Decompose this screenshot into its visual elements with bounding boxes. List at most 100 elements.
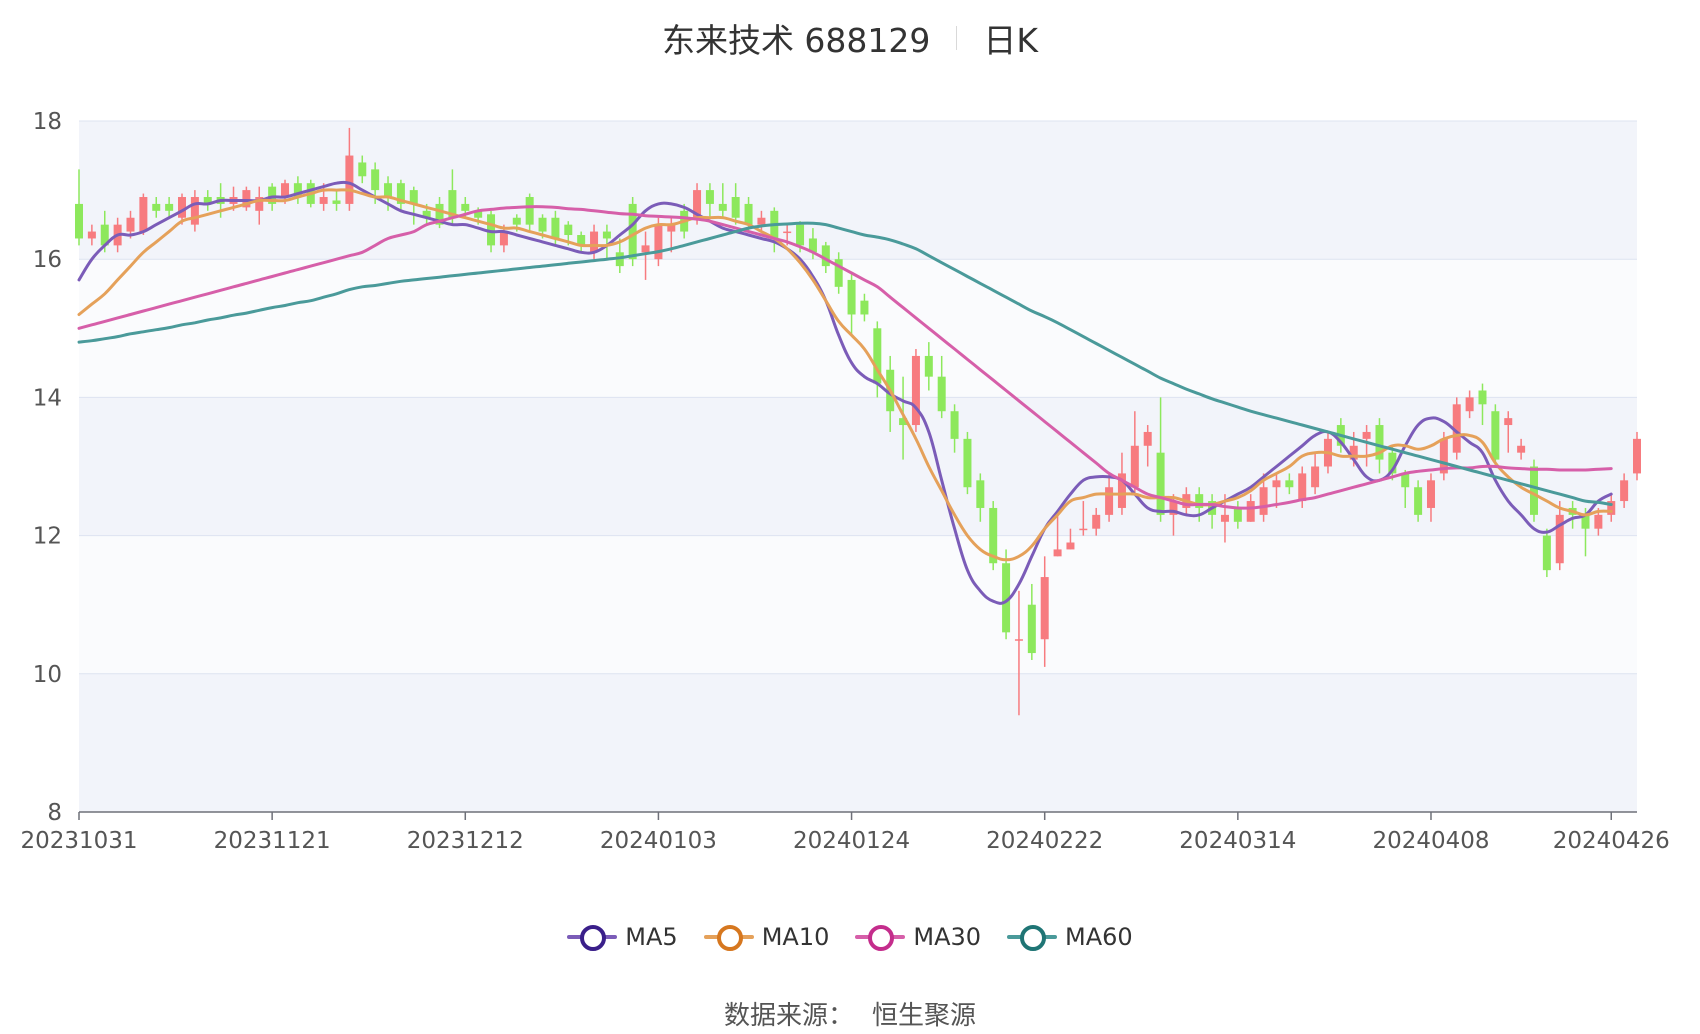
candle-body	[1156, 452, 1165, 515]
candle-body	[808, 238, 817, 253]
candle	[1105, 473, 1114, 522]
candle-body	[873, 328, 882, 384]
y-tick-label: 16	[33, 247, 62, 273]
moving-average-lines	[77, 180, 1613, 605]
candle-body	[899, 418, 908, 426]
legend-label-ma10: MA10	[761, 923, 830, 951]
candle-body	[268, 186, 277, 204]
candle-body	[100, 224, 109, 246]
candle-body	[705, 190, 714, 204]
candle-body	[1349, 445, 1358, 460]
legend-item-ma60[interactable]: MA60	[1007, 923, 1133, 951]
source-label: 数据来源：	[723, 1001, 854, 1031]
candle	[911, 349, 920, 432]
candle	[87, 224, 96, 246]
candle	[1555, 501, 1564, 571]
candle	[165, 197, 174, 218]
candle	[1465, 390, 1474, 419]
candle	[718, 183, 727, 218]
candle-body	[1491, 411, 1500, 460]
candle	[937, 355, 946, 419]
candle-body	[396, 183, 405, 204]
candle-body	[255, 197, 264, 211]
candle-body	[1555, 514, 1564, 564]
candle	[1130, 411, 1139, 495]
candle	[860, 293, 869, 322]
candle-body	[1040, 577, 1049, 640]
candle	[1517, 438, 1526, 460]
candle-body	[718, 203, 727, 211]
candle-body	[783, 231, 792, 234]
candle-body	[1169, 501, 1178, 515]
candle-body	[474, 210, 483, 218]
candle-body	[409, 190, 418, 204]
candle-body	[448, 190, 457, 218]
candle-body	[1594, 514, 1603, 529]
legend-item-ma30[interactable]: MA30	[855, 923, 981, 951]
candle-body	[1388, 452, 1397, 474]
candle-body	[345, 155, 354, 204]
x-tick-label: 20231212	[407, 828, 524, 854]
candle	[1079, 501, 1088, 536]
candle-body	[293, 183, 302, 198]
candle	[641, 231, 650, 280]
candle-body	[860, 300, 869, 315]
candle-body	[1195, 494, 1204, 508]
candle	[1633, 431, 1641, 481]
candle-body	[319, 197, 328, 204]
candle-body	[178, 197, 187, 218]
candle	[1014, 590, 1023, 716]
x-tick-label: 20240314	[1179, 828, 1296, 854]
candle-body	[1542, 535, 1551, 571]
x-tick-label: 20240222	[986, 828, 1103, 854]
candle	[358, 155, 367, 184]
candle	[1233, 501, 1242, 529]
candle	[1620, 473, 1629, 508]
candle-body	[332, 200, 341, 204]
candle-body	[1504, 418, 1513, 426]
candle-body	[538, 217, 547, 232]
candle	[757, 210, 766, 232]
x-tick-label: 20231031	[20, 828, 137, 854]
candle	[577, 231, 586, 253]
candle-body	[1130, 445, 1139, 488]
ma-line-ma5	[77, 180, 1613, 605]
x-tick-label: 20240124	[793, 828, 910, 854]
legend-symbol-ma5	[567, 923, 618, 951]
candle	[345, 127, 354, 211]
candle-body	[190, 197, 199, 225]
candle-body	[834, 259, 843, 287]
y-tick-label: 14	[33, 385, 62, 411]
candle-body	[847, 279, 856, 315]
candle	[293, 176, 302, 204]
candle-body	[371, 169, 380, 191]
candle-body	[139, 197, 148, 232]
candle	[989, 501, 998, 571]
candle-body	[487, 214, 496, 246]
candle-body	[641, 245, 650, 253]
legend: MA5 MA10 MA30 MA60	[0, 917, 1700, 957]
candle-body	[1298, 473, 1307, 502]
stock-name-code: 东来技术 688129	[661, 21, 931, 60]
plot-band	[79, 535, 1637, 674]
ma-line-ma60	[77, 221, 1613, 506]
legend-item-ma5[interactable]: MA5	[567, 923, 678, 951]
legend-symbol-ma60	[1007, 923, 1058, 951]
legend-item-ma10[interactable]: MA10	[703, 923, 830, 951]
candle	[1311, 452, 1320, 495]
candle	[1542, 528, 1551, 578]
candle	[75, 169, 83, 246]
candle-body	[1414, 487, 1423, 515]
candle	[396, 179, 405, 211]
candle-body	[1259, 487, 1268, 515]
candle-body	[564, 224, 573, 236]
candle	[409, 186, 418, 225]
y-tick-label: 10	[33, 662, 62, 688]
candle-body	[1272, 480, 1281, 488]
legend-label-ma60: MA60	[1065, 923, 1133, 951]
candle	[1272, 473, 1281, 508]
candle-body	[1517, 445, 1526, 453]
kline-period[interactable]: 日K	[983, 21, 1039, 60]
candle	[705, 183, 714, 218]
candle	[821, 241, 830, 274]
